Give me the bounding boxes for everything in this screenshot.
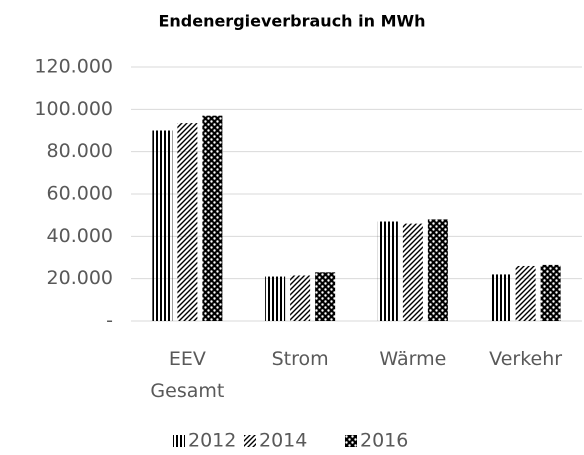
x-tick-label: Strom — [271, 348, 329, 370]
y-tick-label: 40.000 — [47, 225, 113, 247]
chart-title: Endenergieverbrauch in MWh — [158, 12, 425, 31]
legend-swatch — [244, 435, 256, 447]
bar — [427, 219, 448, 321]
y-tick-label: 60.000 — [47, 183, 113, 205]
x-tick-label: Verkehr — [489, 348, 563, 370]
legend-swatch — [173, 435, 185, 447]
bar — [515, 265, 536, 321]
bar — [152, 130, 173, 321]
bar — [290, 275, 311, 321]
legend-swatch — [345, 435, 357, 447]
legend-label: 2012 — [188, 430, 236, 452]
bar — [265, 276, 286, 321]
bar — [177, 123, 198, 321]
y-tick-label: 100.000 — [34, 98, 113, 120]
legend-label: 2014 — [259, 430, 307, 452]
bar — [377, 221, 398, 321]
y-tick-label: - — [106, 310, 113, 332]
x-tick-label: EEV Gesamt — [150, 348, 225, 402]
legend-label: 2016 — [360, 430, 408, 452]
bar — [202, 115, 223, 321]
bar — [540, 264, 561, 321]
bar — [315, 272, 336, 321]
y-tick-label: 80.000 — [47, 140, 113, 162]
x-tick-label: Wärme — [379, 348, 447, 370]
y-tick-label: 20.000 — [47, 267, 113, 289]
bar — [402, 223, 423, 321]
y-tick-label: 120.000 — [34, 56, 113, 78]
bar — [490, 274, 511, 321]
